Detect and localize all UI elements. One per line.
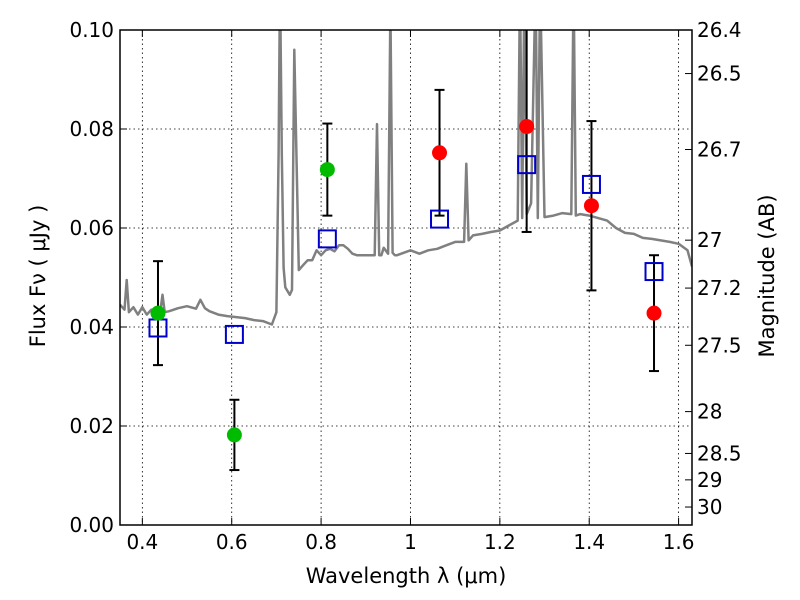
plot-area: [120, 30, 692, 472]
y2-tick-label: 26.5: [697, 62, 742, 86]
data-point: [646, 305, 662, 321]
data-point: [519, 119, 535, 135]
y2-tick-label: 29: [697, 468, 722, 492]
data-point: [319, 162, 335, 178]
grid: [120, 29, 692, 526]
x-tick-label: 1: [404, 530, 417, 554]
y-tick-label: 0.00: [69, 513, 114, 537]
y2-tick-label: 27.5: [697, 333, 742, 357]
x-tick-label: 0.6: [216, 530, 248, 554]
model-point: [317, 229, 337, 249]
y2-axis-label: Magnitude (AB): [755, 194, 779, 357]
y2-tick-label: 30: [697, 495, 722, 519]
x-tick-label: 0.4: [126, 530, 158, 554]
y2-tick-label: 26.7: [697, 138, 742, 162]
data-point: [583, 198, 599, 214]
y2-tick-label: 28.5: [697, 441, 742, 465]
y2-tick-label: 28: [697, 400, 722, 424]
model-spectrum-line: [120, 30, 692, 326]
y-tick-label: 0.02: [69, 414, 114, 438]
y2-tick-label: 27: [697, 228, 722, 252]
model-point: [581, 174, 601, 194]
x-tick-label: 1.2: [484, 530, 516, 554]
data-point: [226, 427, 242, 443]
y-tick-label: 0.08: [69, 117, 114, 141]
plot-frame: [119, 29, 693, 526]
x-tick-label: 0.8: [305, 530, 337, 554]
y-tick-label: 0.04: [69, 315, 114, 339]
data-point: [150, 305, 166, 321]
model-point: [224, 324, 244, 344]
y-tick-label: 0.10: [69, 18, 114, 42]
x-axis-label: Wavelength λ (μm): [306, 564, 507, 588]
model-point: [517, 155, 537, 175]
y-axis-label: Flux Fν ( μJy ): [26, 205, 50, 348]
x-tick-label: 1.6: [663, 530, 695, 554]
x-tick-label: 1.4: [573, 530, 605, 554]
model-point: [430, 209, 450, 229]
axis-ticks: 0.4 0.6 0.8 1 1.2 1.4 1.6 0.00 0.02 0.04 0.06 0.08 0…: [69, 18, 741, 554]
model-point: [644, 262, 664, 282]
y2-tick-label: 27.2: [697, 276, 742, 300]
y-tick-label: 0.06: [69, 216, 114, 240]
y2-tick-label: 26.4: [697, 18, 742, 42]
data-point: [432, 145, 448, 161]
